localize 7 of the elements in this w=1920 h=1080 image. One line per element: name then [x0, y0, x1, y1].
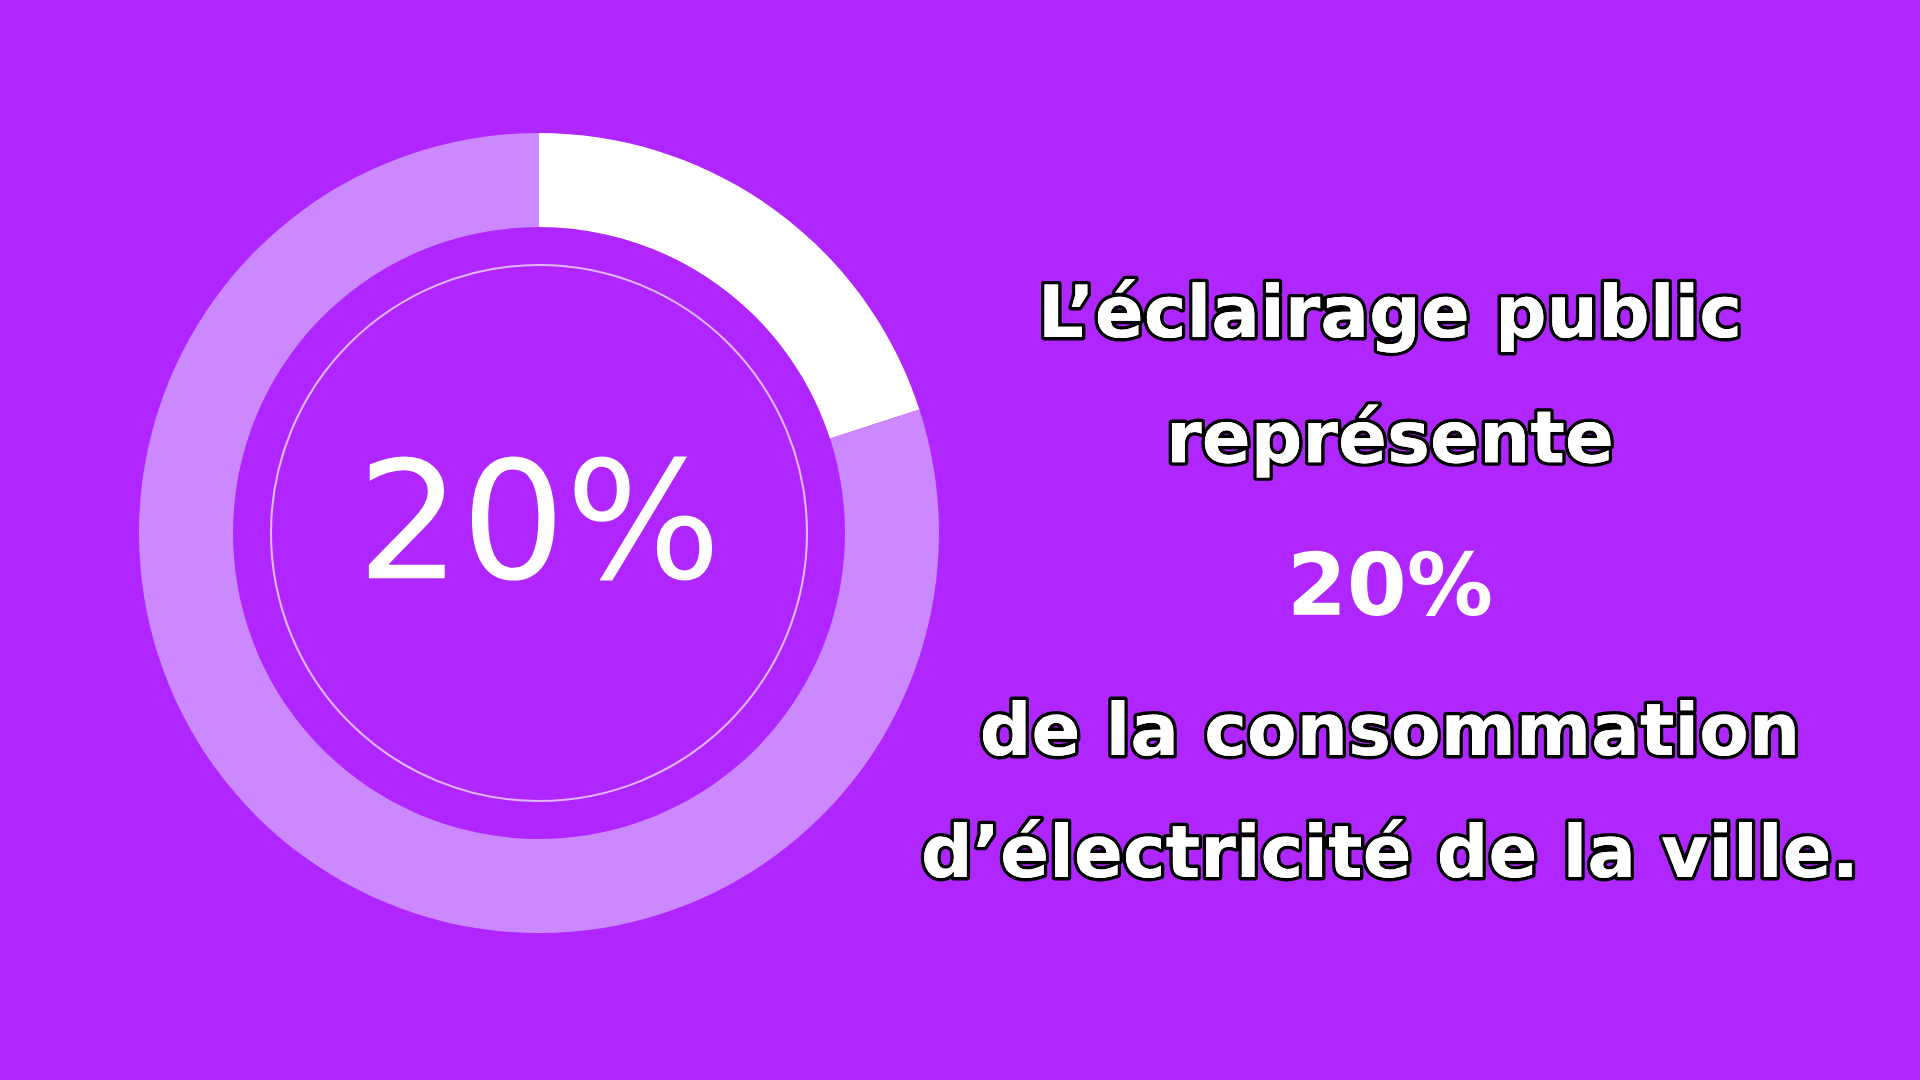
- data-label: 20%: [368, 456, 713, 581]
- text: d’électricité de la ville.: [924, 819, 1852, 878]
- text: de la consommation: [983, 700, 1795, 756]
- text: représente: [1172, 404, 1611, 478]
- text: L’éclairage public: [1044, 279, 1738, 353]
- text: 20%: [1293, 550, 1491, 616]
- donut-slice: [539, 133, 920, 439]
